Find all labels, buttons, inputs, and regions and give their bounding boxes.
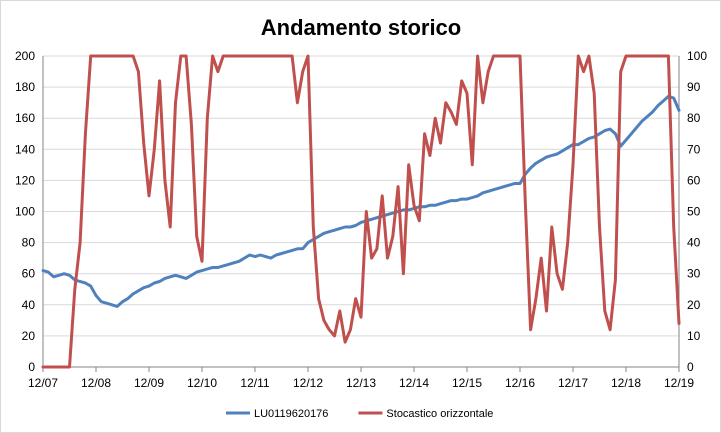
y-right-tick-label: 0 <box>687 360 694 374</box>
x-tick-label: 12/13 <box>346 376 376 390</box>
legend-label-1: LU0119620176 <box>254 408 328 420</box>
y-left-tick-label: 60 <box>22 267 36 281</box>
y-left-tick-label: 180 <box>15 80 35 94</box>
y-right-tick-label: 60 <box>687 173 701 187</box>
gridlines <box>43 55 679 368</box>
legend: LU0119620176 Stocastico orizzontale <box>226 408 493 420</box>
series-lines <box>41 54 681 369</box>
series-line-1 <box>41 94 681 308</box>
y-left-tick-label: 0 <box>28 360 35 374</box>
x-tick-label: 12/11 <box>240 376 269 390</box>
x-tick-label: 12/08 <box>81 376 111 390</box>
y-right-tick-label: 100 <box>687 49 707 63</box>
y-left-tick-label: 120 <box>15 173 35 187</box>
y-right-tick-label: 90 <box>687 80 701 94</box>
x-tick-label: 12/10 <box>187 376 217 390</box>
y-left-tick-label: 80 <box>22 236 36 250</box>
x-tick-label: 12/07 <box>28 376 58 390</box>
x-tick-label: 12/14 <box>399 376 429 390</box>
x-tick-label: 12/19 <box>664 376 694 390</box>
x-tick-label: 12/16 <box>505 376 535 390</box>
x-tick-label: 12/09 <box>134 376 164 390</box>
y-left-tick-label: 140 <box>15 142 35 156</box>
x-tick-label: 12/18 <box>611 376 641 390</box>
axes <box>42 56 680 372</box>
x-tick-label: 12/12 <box>293 376 323 390</box>
y-left-tick-label: 160 <box>15 111 35 125</box>
y-left-tick-label: 200 <box>15 49 35 63</box>
y-left-tick-label: 40 <box>22 298 36 312</box>
y-right-tick-label: 20 <box>687 298 701 312</box>
series-line-2 <box>41 54 681 369</box>
y-left-tick-label: 20 <box>22 329 36 343</box>
y-right-tick-label: 30 <box>687 267 701 281</box>
y-right-tick-label: 40 <box>687 236 701 250</box>
y-right-tick-label: 50 <box>687 205 701 219</box>
y-right-tick-label: 10 <box>687 329 701 343</box>
legend-label-2: Stocastico orizzontale <box>386 408 493 420</box>
x-tick-label: 12/17 <box>558 376 588 390</box>
y-right-tick-label: 70 <box>687 142 701 156</box>
chart-title: Andamento storico <box>261 15 461 40</box>
x-tick-label: 12/15 <box>452 376 482 390</box>
y-left-tick-label: 100 <box>15 205 35 219</box>
y-right-tick-label: 80 <box>687 111 701 125</box>
tick-labels: 0 20 40 60 80 100 120 140 160 180 200 0 10 20 30 40 50 60… <box>15 49 707 390</box>
